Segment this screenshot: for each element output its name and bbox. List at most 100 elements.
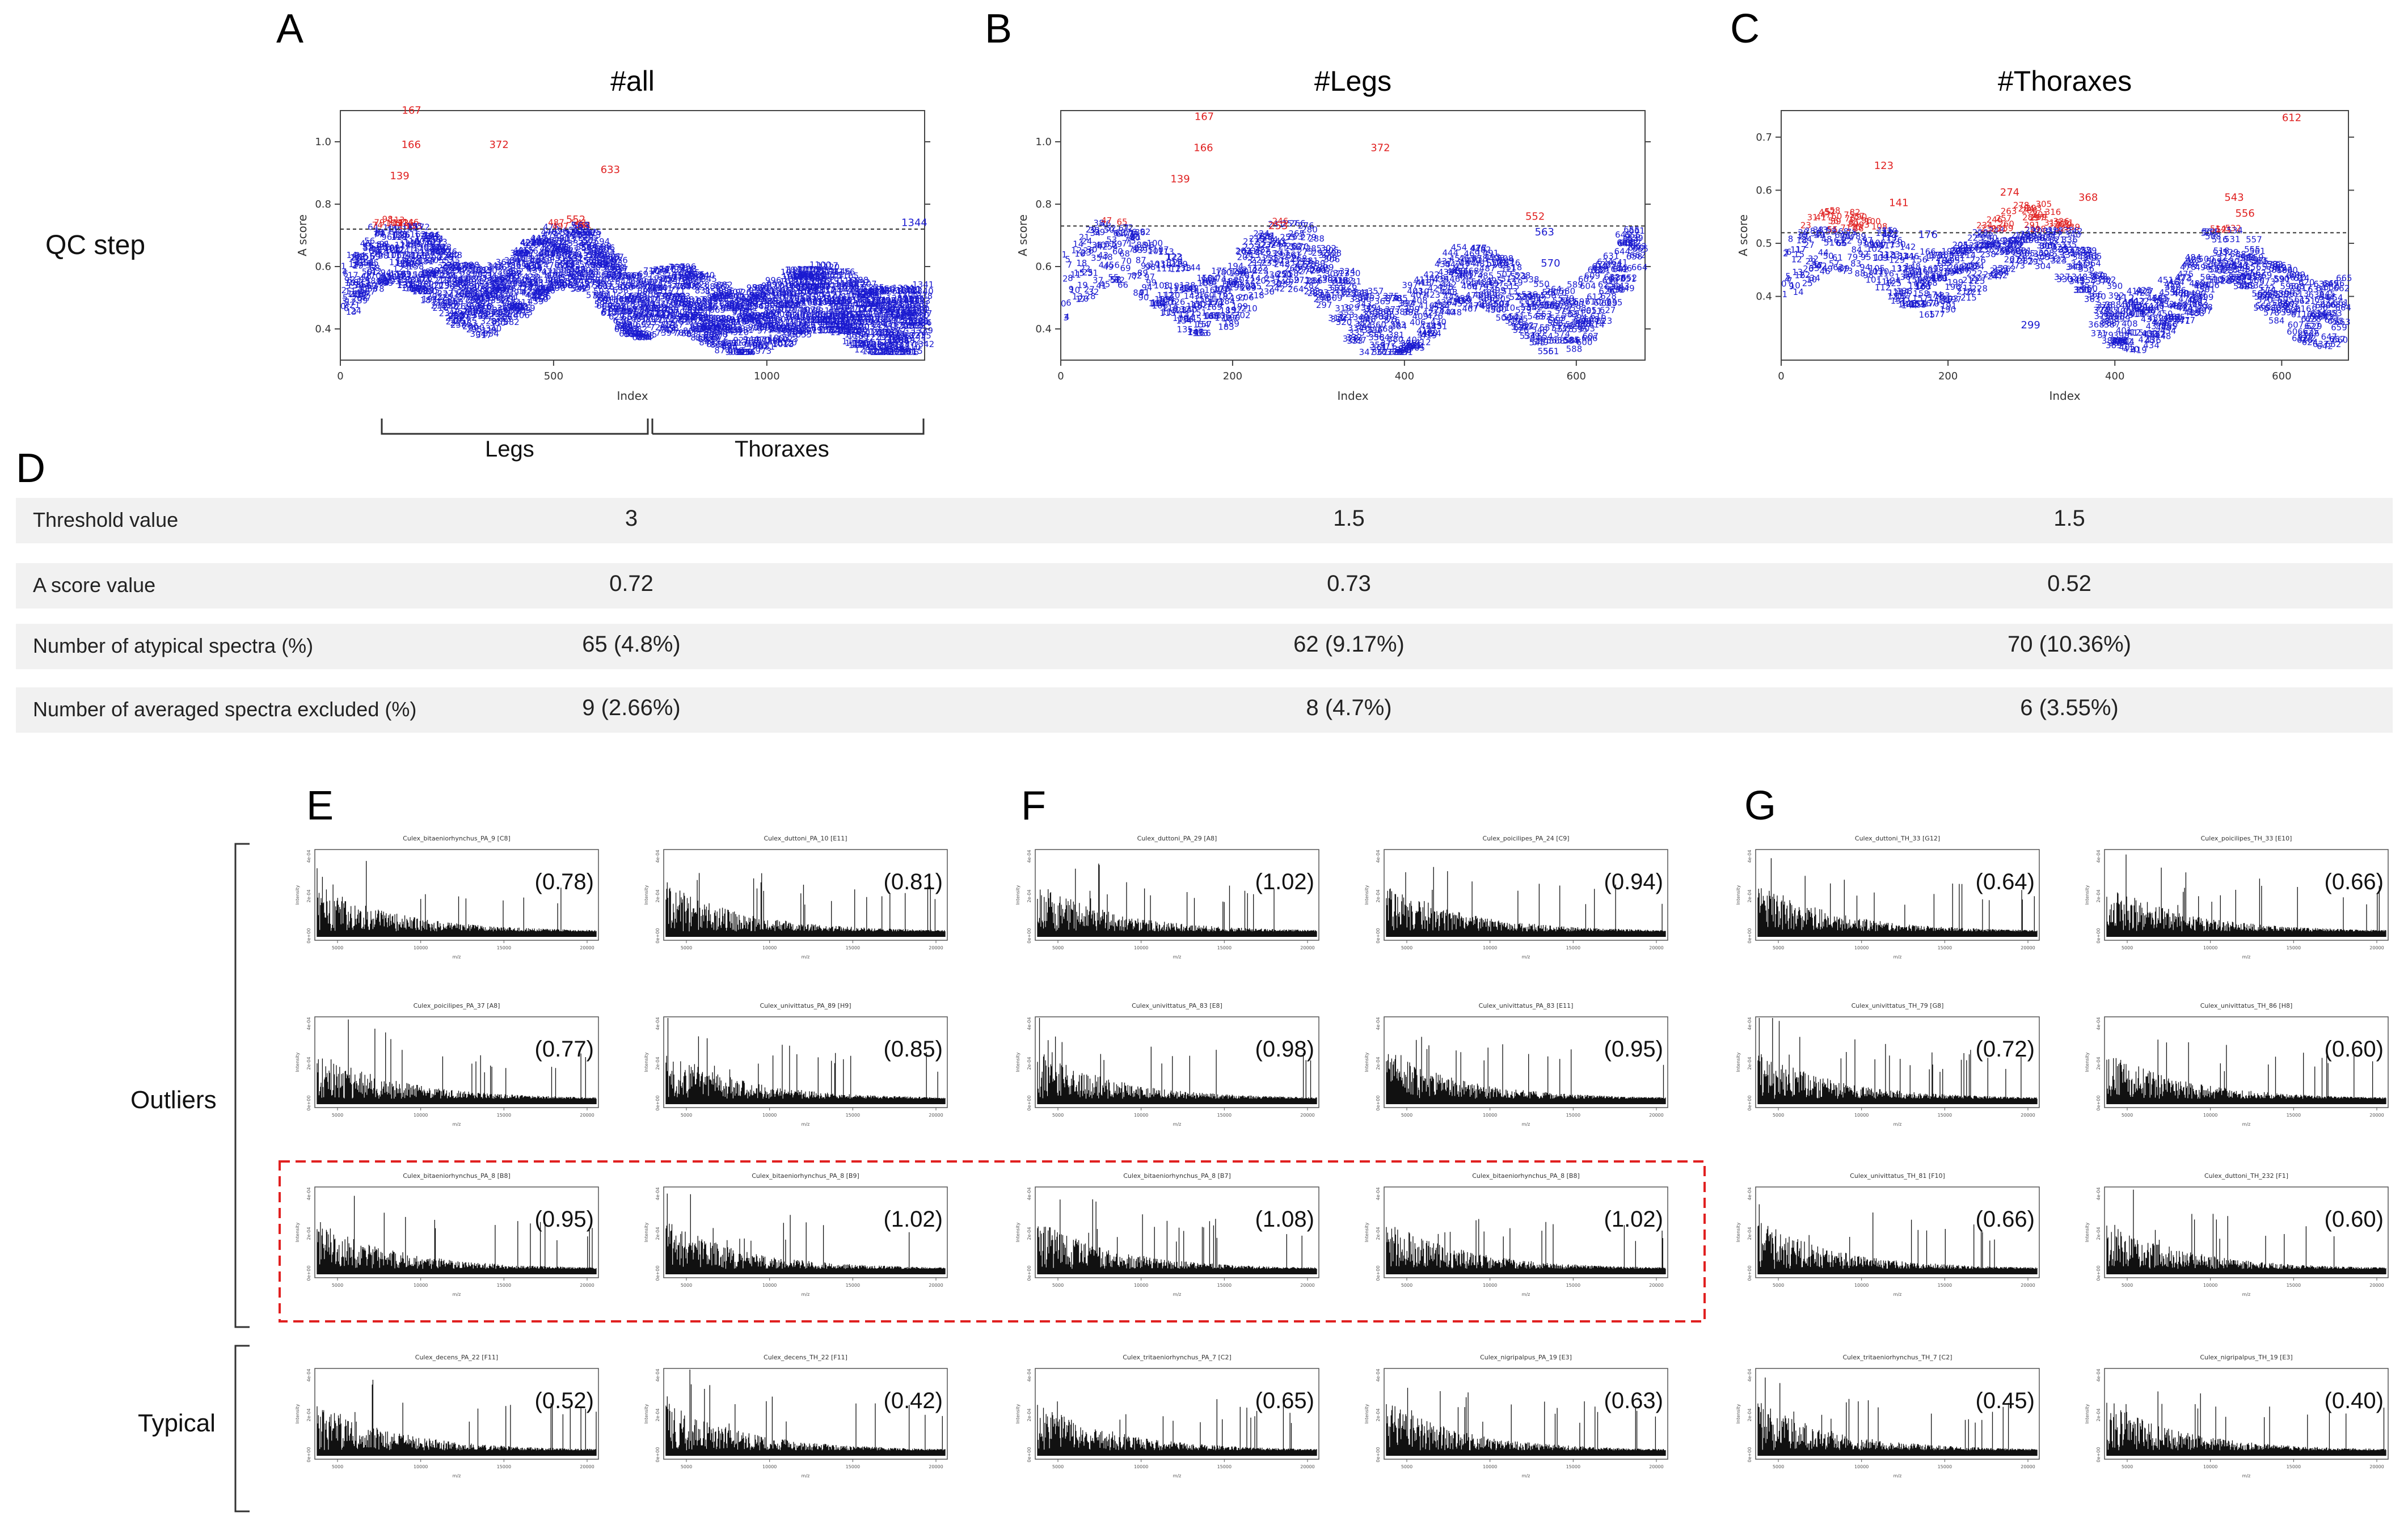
data-point: 51 [1824,238,1835,248]
x-tick-label: 10000 [414,1113,428,1118]
y-axis-label: Intensity [1364,1222,1369,1242]
data-point: 190 [421,286,438,297]
y-axis-label: Intensity [2085,1404,2090,1423]
data-point: 194 [423,230,440,240]
data-point: 204 [427,234,444,244]
x-tick-label: 15000 [1217,1464,1232,1469]
spectrum-plot: Culex_duttoni_PA_29 [A8] 5000 10000 15000 20… [1015,835,1319,960]
a-score-value: (0.94) [1604,869,1664,894]
y-tick-label: 4e-04 [2096,1017,2101,1030]
table-row-atypical: Number of atypical spectra (%) 65 (4.8%)… [16,624,2393,669]
data-point: 242 [444,251,460,261]
data-point: 338 [484,281,501,291]
data-point: 17 [348,271,359,281]
spectrum-plot: Culex_duttoni_TH_33 [G12] 5000 10000 15000 2… [1736,835,2040,960]
x-tick-label: 200 [1938,370,1958,382]
a-score-value: (0.85) [884,1037,943,1062]
spectrum-title: Culex_bitaeniorhynchus_PA_8 [B9] [752,1172,859,1180]
y-tick-label: 2e-04 [306,889,311,902]
data-point: 76 [373,227,383,238]
y-tick-label: 4e-04 [2096,1187,2101,1200]
data-point: 250 [447,297,463,307]
spectrum-plot: Culex_nigripalpus_TH_19 [E3] 5000 10000 150… [2085,1354,2389,1478]
data-point: 140 [400,240,416,251]
data-point: 289 [463,302,480,312]
x-tick-label: 15000 [2287,945,2301,950]
y-tick-label: 2e-04 [306,1227,311,1240]
data-point: 629 [2306,321,2322,331]
data-point: 287 [463,274,479,284]
data-point: 193 [423,231,439,242]
data-point: 131 [396,272,412,282]
x-axis-label: m/z [1522,1292,1530,1297]
data-point: 152 [405,253,421,263]
y-tick-label: 4e-04 [655,850,660,863]
x-tick-label: 10000 [414,1283,428,1288]
data-point: 282 [461,312,477,323]
chart-title: #Legs [1314,65,1391,97]
data-point: 222 [435,265,452,276]
x-tick-label: 20000 [1300,1283,1314,1288]
data-point: 92 [1140,227,1150,237]
y-tick-label: 0.7 [1756,132,1772,143]
data-point: 255 [449,310,466,320]
data-point: 317 [475,330,492,340]
data-point: 14 [1793,287,1804,297]
x-tick-label: 10000 [1483,1113,1497,1118]
data-point: 32 [354,251,365,261]
data-point: 10 [345,278,356,288]
x-tick-label: 15000 [846,1113,860,1118]
data-point: 123 [393,264,409,274]
data-point: 266 [454,289,470,299]
x-tick-label: 10000 [762,1283,777,1288]
data-point: 561 [2249,246,2266,256]
data-point: 343 [487,260,503,271]
x-tick-label: 20000 [580,1283,594,1288]
y-tick-label: 2e-04 [655,1057,660,1070]
data-point: 251 [448,271,464,281]
y-axis-label: Intensity [644,1222,649,1242]
table-row-excluded: Number of averaged spectra excluded (%) … [16,687,2393,733]
value-all: 65 (4.8%) [582,632,681,657]
x-axis-label: m/z [1522,1122,1530,1127]
data-point: 71 [370,244,381,255]
data-point: 354 [491,282,508,293]
data-point: 307 [471,274,488,284]
data-point: 285 [462,306,478,316]
data-point: 181 [418,256,434,267]
x-tick-label: 5000 [332,1283,343,1288]
data-point: 28 [352,289,363,299]
data-point: 302 [469,281,486,291]
x-tick-label: 20000 [2369,1113,2384,1118]
data-point: 174 [415,275,431,285]
data-point: 3 [341,296,347,306]
a-score-value: (1.02) [1604,1207,1664,1232]
a-score-value: (0.81) [884,869,943,894]
data-point: 77 [373,229,384,239]
x-axis-label: m/z [802,1122,810,1127]
data-point: 37 [356,290,367,301]
data-point: 44 [359,273,370,284]
data-point: 119 [391,274,407,284]
data-point: 347 [488,293,505,303]
x-tick-label: 0 [337,370,343,382]
x-tick-label: 10000 [762,1113,777,1118]
data-point: 1341 [912,280,934,290]
x-axis-label: Index [2049,389,2080,403]
y-tick-label: 0e+00 [1027,1096,1032,1111]
data-point: 5 [343,293,348,303]
y-tick-label: 4e-04 [655,1368,660,1381]
data-point: 0 [340,301,346,311]
y-tick-label: 4e-04 [2096,1368,2101,1381]
data-point: 105 [385,218,402,228]
qc-step-label: QC step [45,230,146,260]
point-label: 1344 [901,217,927,229]
value-all: 3 [625,506,638,531]
data-point: 29 [353,261,364,271]
data-point: 184 [419,255,435,265]
data-point: 323 [478,309,495,319]
data-point: 82 [376,247,386,257]
data-point: 216 [432,303,449,313]
y-tick-label: 4e-04 [1747,850,1752,863]
data-point: 124 [393,246,410,256]
